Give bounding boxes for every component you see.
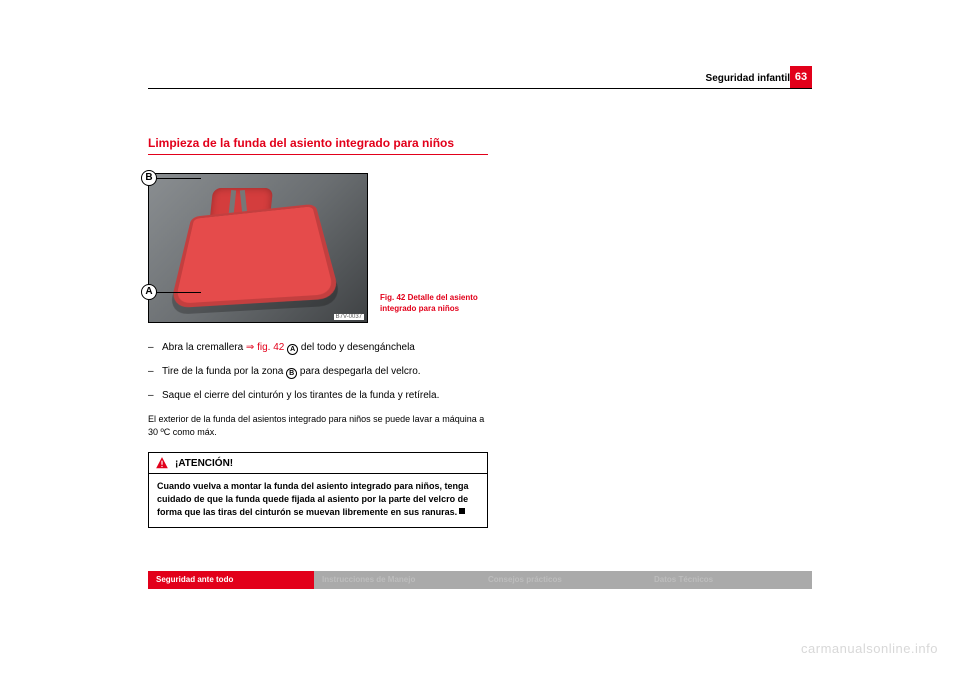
tab-datos[interactable]: Datos Técnicos [646, 571, 812, 589]
marker-line-a [157, 292, 201, 293]
heading-underline [148, 154, 488, 155]
list-item: – Abra la cremallera ⇒ fig. 42 A del tod… [148, 341, 488, 355]
warning-box: ¡ATENCIÓN! Cuando vuelva a montar la fun… [148, 452, 488, 528]
tab-instrucciones[interactable]: Instrucciones de Manejo [314, 571, 480, 589]
warning-body: Cuando vuelva a montar la funda del asie… [149, 474, 487, 527]
figure-42: B A B7V-0037 [148, 173, 368, 323]
list-item: – Tire de la funda por la zona B para de… [148, 365, 488, 379]
end-mark-icon [459, 508, 465, 514]
figure-caption: Fig. 42 Detalle del asiento integrado pa… [380, 293, 478, 315]
warning-text: Cuando vuelva a montar la funda del asie… [157, 481, 469, 517]
content-column: Limpieza de la funda del asiento integra… [148, 136, 488, 528]
header-rule [148, 88, 812, 89]
watermark: carmanualsonline.info [801, 641, 938, 656]
warning-header: ¡ATENCIÓN! [149, 453, 487, 474]
page: Seguridad infantil 63 Limpieza de la fun… [0, 0, 960, 678]
marker-ref-b: B [286, 368, 297, 379]
marker-line-b [157, 178, 201, 179]
dash: – [148, 365, 162, 379]
paragraph: El exterior de la funda del asientos int… [148, 413, 488, 438]
list-item: – Saque el cierre del cinturón y los tir… [148, 389, 488, 403]
step-text: para despegarla del velcro. [297, 366, 420, 377]
step-text: Abra la cremallera [162, 342, 246, 353]
step-text: Tire de la funda por la zona [162, 366, 286, 377]
figure-wrap: B A B7V-0037 Fig. 42 Detalle del asiento… [148, 173, 488, 323]
steps-list: – Abra la cremallera ⇒ fig. 42 A del tod… [148, 341, 488, 403]
tab-consejos[interactable]: Consejos prácticos [480, 571, 646, 589]
heading: Limpieza de la funda del asiento integra… [148, 136, 488, 150]
figure-reference: ⇒ fig. 42 [246, 342, 287, 353]
marker-ref-a: A [287, 344, 298, 355]
dash: – [148, 341, 162, 355]
step-text: del todo y desengánchela [298, 342, 415, 353]
section-title: Seguridad infantil [706, 73, 790, 84]
figure-id: B7V-0037 [334, 314, 364, 320]
warning-icon [155, 456, 169, 470]
figure-marker-b: B [141, 170, 157, 186]
warning-title: ¡ATENCIÓN! [175, 458, 233, 469]
figure-marker-a: A [141, 284, 157, 300]
tab-seguridad[interactable]: Seguridad ante todo [148, 571, 314, 589]
page-number: 63 [790, 66, 812, 88]
dash: – [148, 389, 162, 403]
footer-tabs: Seguridad ante todo Instrucciones de Man… [148, 571, 812, 589]
step-text: Saque el cierre del cinturón y los tiran… [162, 390, 439, 401]
